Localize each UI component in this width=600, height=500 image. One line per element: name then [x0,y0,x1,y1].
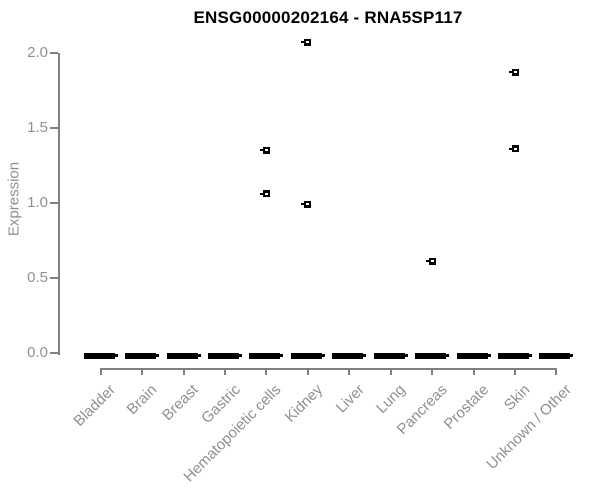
box-bar [208,352,243,359]
x-tick [514,367,516,375]
y-tick-label: 0.5 [27,268,48,286]
x-tick-label: Skin [500,381,534,414]
y-tick [50,351,58,354]
box-bar [415,352,450,359]
x-tick-label: Liver [332,381,368,417]
y-tick [50,201,58,204]
outlier-point [259,146,270,154]
y-axis-line [58,52,60,355]
box-bar [373,352,408,359]
chart-title: ENSG00000202164 - RNA5SP117 [193,8,463,27]
y-tick-label: 2.0 [27,43,48,61]
outlier-point [425,257,436,265]
y-tick-label: 0.0 [27,343,48,361]
x-tick [224,367,227,375]
box-bar [249,352,284,359]
x-tick [555,367,558,375]
box-bar [290,352,325,359]
box-bar [83,352,118,359]
x-tick-label: Breast [159,381,202,424]
box-bar [166,352,201,359]
x-tick-label: Bladder [70,381,120,430]
box-bar [539,352,574,359]
x-axis-line [99,367,558,370]
outlier-point [508,68,519,76]
outlier-point [259,190,270,198]
outlier-point [508,145,519,153]
x-tick-label: Brain [123,381,161,419]
outlier-point [301,200,312,208]
x-tick [141,367,144,375]
y-tick-label: 1.0 [27,193,48,211]
x-tick [431,367,434,375]
x-tick [265,367,268,375]
x-tick-label: Lung [373,381,410,417]
y-tick [50,51,58,54]
x-tick-label: Kidney [281,381,327,426]
x-tick [389,367,392,375]
box-bar [125,352,160,359]
box-bar [332,352,367,359]
y-tick-label: 1.5 [27,118,48,136]
x-tick [99,367,102,375]
x-tick [306,367,309,375]
y-tick [50,276,58,279]
outlier-point [301,38,312,46]
x-tick [472,367,475,375]
x-tick [348,367,351,375]
box-bar [498,352,532,359]
x-tick-label: Prostate [440,381,492,433]
x-tick [182,367,185,375]
box-bar [456,352,491,359]
y-tick [50,126,58,129]
